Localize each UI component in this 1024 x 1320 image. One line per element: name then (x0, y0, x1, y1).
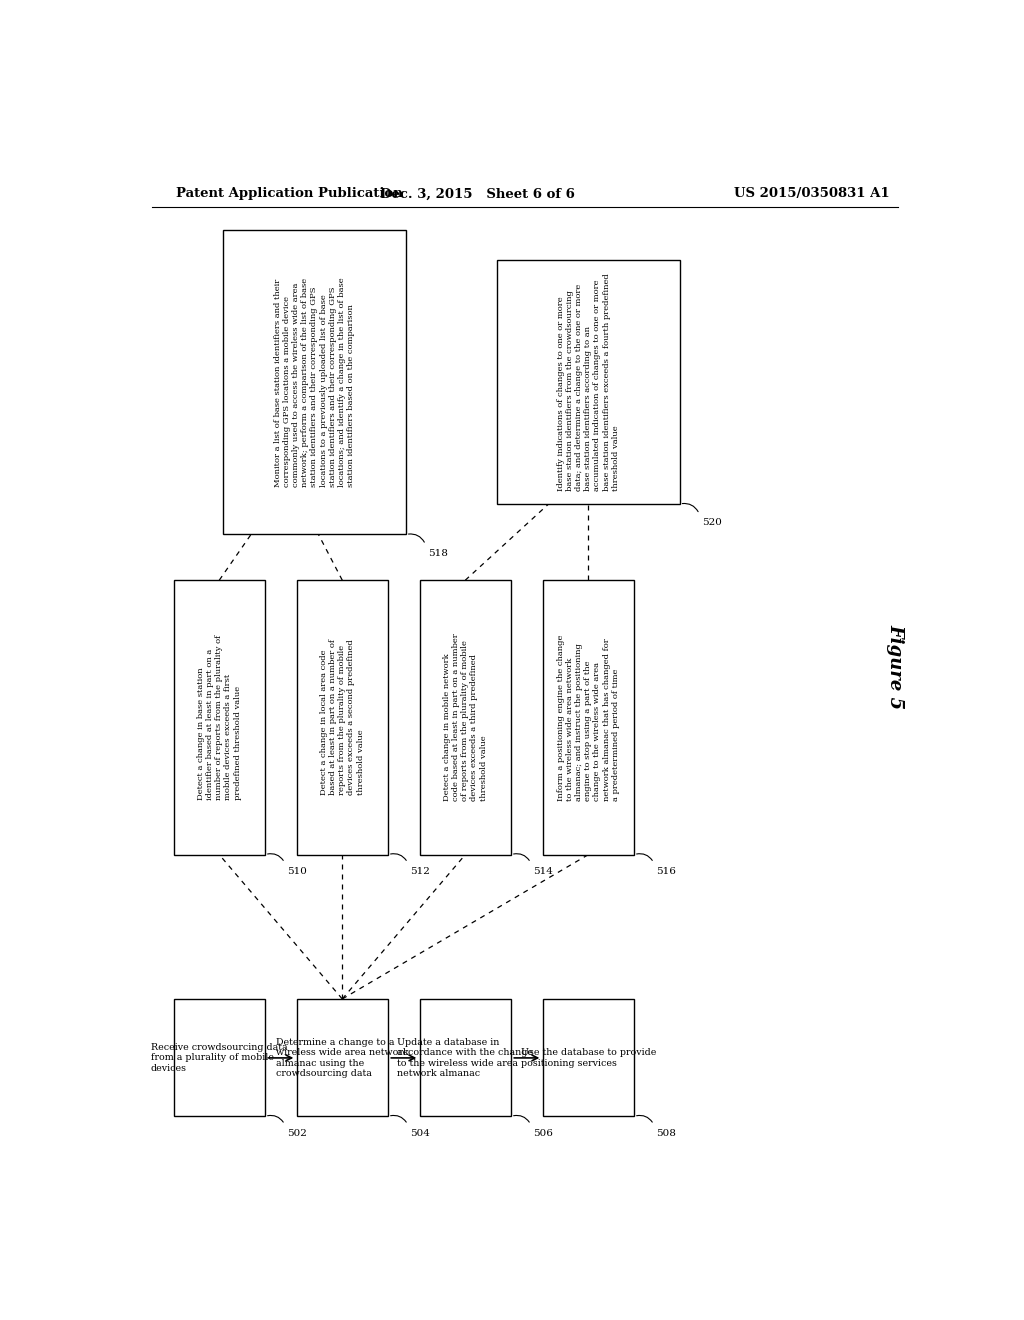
Text: Figure 5: Figure 5 (887, 624, 904, 709)
FancyBboxPatch shape (497, 260, 680, 504)
Text: Monitor a list of base station identifiers and their
corresponding GPS locations: Monitor a list of base station identifie… (273, 277, 355, 487)
Text: Dec. 3, 2015   Sheet 6 of 6: Dec. 3, 2015 Sheet 6 of 6 (380, 187, 574, 201)
Text: Patent Application Publication: Patent Application Publication (176, 187, 402, 201)
Text: Update a database in
accordance with the change
to the wireless wide area
networ: Update a database in accordance with the… (397, 1038, 534, 1078)
FancyBboxPatch shape (420, 581, 511, 854)
FancyBboxPatch shape (297, 581, 388, 854)
Text: 514: 514 (534, 867, 553, 876)
Text: US 2015/0350831 A1: US 2015/0350831 A1 (734, 187, 890, 201)
Text: Detect a change in base station
identifier based at least in part on a
number of: Detect a change in base station identifi… (197, 635, 242, 800)
FancyBboxPatch shape (223, 230, 406, 535)
Text: Inform a positioning engine the change
to the wireless wide area network
almanac: Inform a positioning engine the change t… (557, 634, 620, 801)
Text: 512: 512 (411, 867, 430, 876)
FancyBboxPatch shape (174, 999, 265, 1117)
Text: Detect a change in mobile network
code based at least in part on a number
of rep: Detect a change in mobile network code b… (442, 634, 487, 801)
Text: 502: 502 (287, 1129, 307, 1138)
Text: 508: 508 (656, 1129, 676, 1138)
Text: Detect a change in local area code
based at least in part on a number of
reports: Detect a change in local area code based… (319, 639, 365, 796)
Text: 510: 510 (287, 867, 307, 876)
Text: 518: 518 (428, 549, 447, 557)
FancyBboxPatch shape (543, 581, 634, 854)
FancyBboxPatch shape (420, 999, 511, 1117)
Text: Determine a change to a
wireless wide area network
almanac using the
crowdsourci: Determine a change to a wireless wide ar… (275, 1038, 409, 1078)
Text: 520: 520 (701, 519, 722, 527)
FancyBboxPatch shape (174, 581, 265, 854)
Text: 504: 504 (411, 1129, 430, 1138)
Text: 506: 506 (534, 1129, 553, 1138)
Text: Use the database to provide
positioning services: Use the database to provide positioning … (520, 1048, 656, 1068)
FancyBboxPatch shape (543, 999, 634, 1117)
Text: Identify indications of changes to one or more
base station identifiers from the: Identify indications of changes to one o… (557, 273, 620, 491)
FancyBboxPatch shape (297, 999, 388, 1117)
Text: Receive crowdsourcing data
from a plurality of mobile
devices: Receive crowdsourcing data from a plural… (151, 1043, 288, 1073)
Text: 516: 516 (656, 867, 676, 876)
